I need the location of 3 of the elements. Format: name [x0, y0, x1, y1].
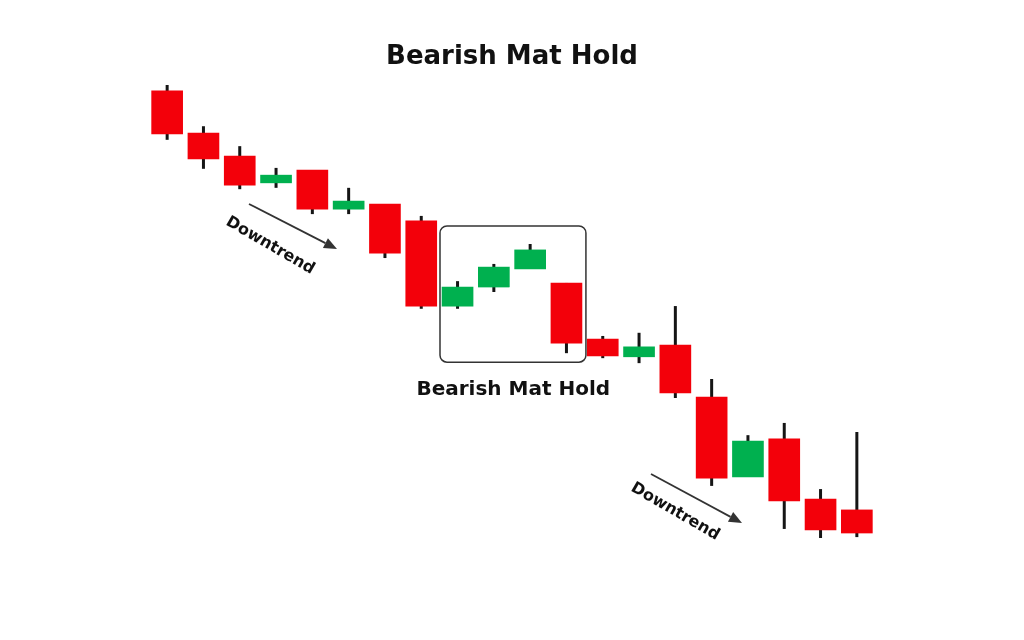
chart-title: Bearish Mat Hold — [385, 40, 639, 70]
candlestick — [623, 331, 655, 365]
annotation: Bearish Mat Hold — [416, 376, 611, 401]
